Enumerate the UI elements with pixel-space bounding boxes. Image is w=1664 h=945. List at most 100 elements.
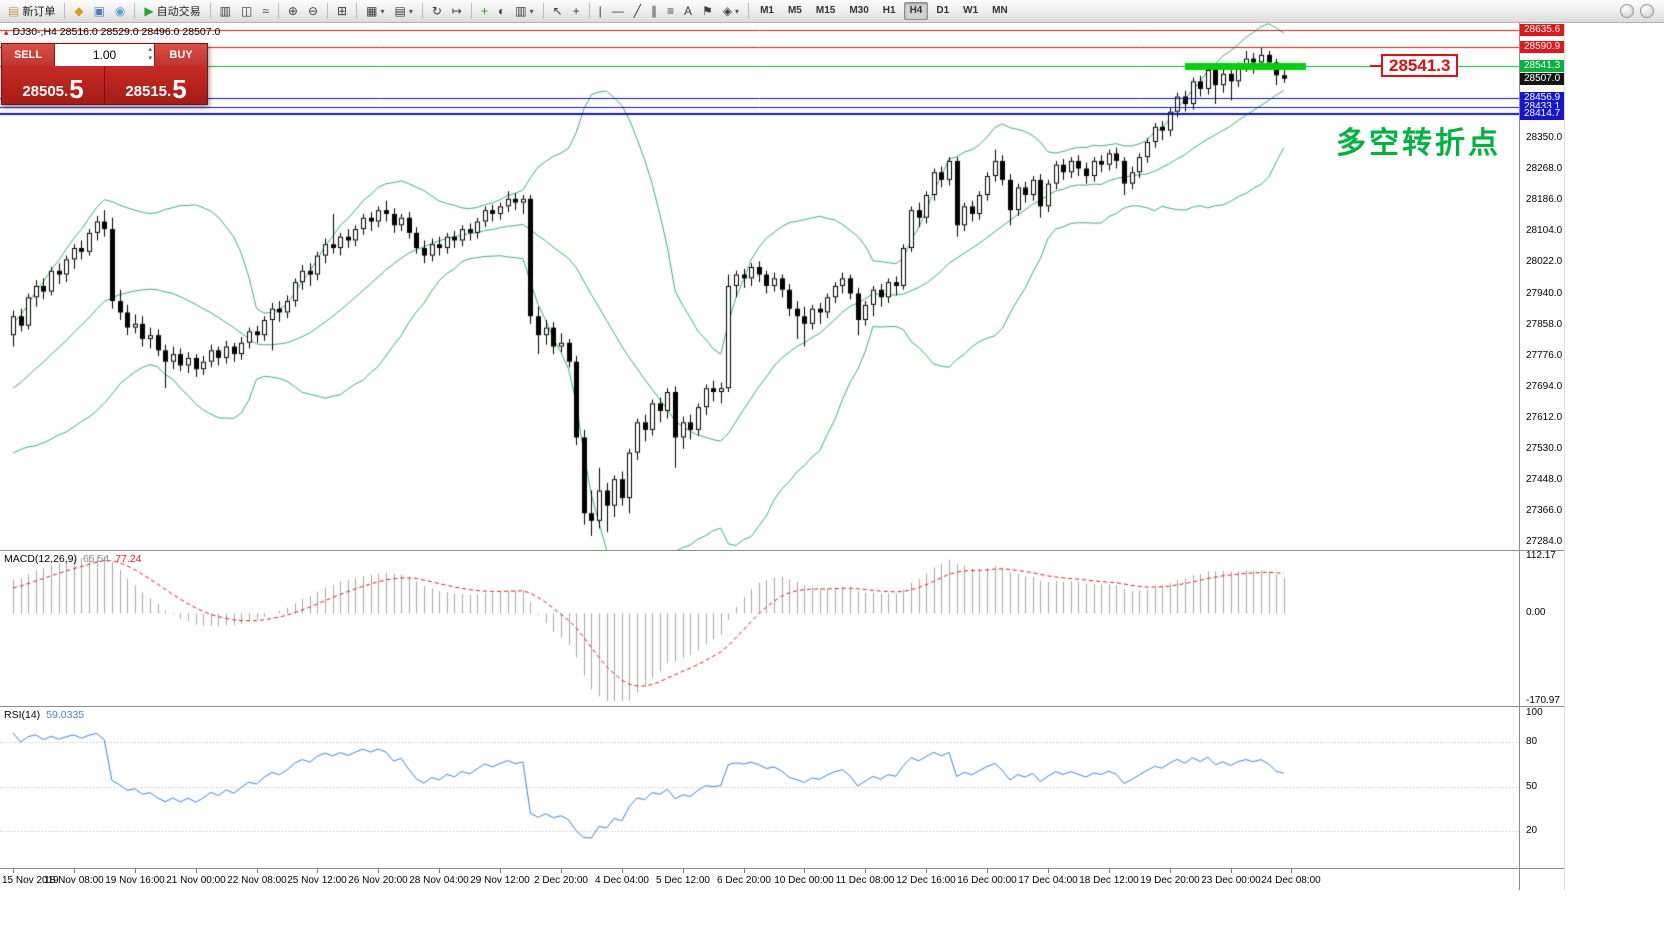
time-axis-label: 17 Dec 04:00 <box>1018 875 1078 886</box>
volume-decrease-icon[interactable]: ▾ <box>148 55 152 62</box>
macd-label: MACD(12,26,9) 65.54 77.24 <box>4 553 148 565</box>
equidistant-channel-button[interactable]: ∥ <box>647 2 661 21</box>
community-icon: ◉ <box>114 4 126 18</box>
chart-profiles-icon: ▤ <box>394 4 406 18</box>
timeframe-m15-button[interactable]: M15 <box>815 5 836 16</box>
timeframe-m5-button[interactable]: M5 <box>787 5 802 16</box>
main-chart-canvas[interactable] <box>0 23 1519 550</box>
horizontal-line-icon: — <box>611 4 624 18</box>
time-axis-label: 11 Dec 08:00 <box>835 875 895 886</box>
indicators-icon: + <box>480 4 488 18</box>
volume-field[interactable]: 1.00 ▴ ▾ <box>54 44 155 66</box>
community-button[interactable]: ◉ <box>111 2 129 21</box>
horizontal-line-button[interactable]: — <box>608 2 628 21</box>
text-label-button[interactable]: ⚑ <box>698 2 717 21</box>
fibonacci-icon: ≡ <box>667 4 675 18</box>
time-axis-label: 23 Dec 00:00 <box>1201 875 1261 886</box>
line-chart-type-button[interactable]: ≈ <box>258 2 273 21</box>
tile-windows-button[interactable]: ⊞ <box>333 2 351 21</box>
timeframe-w1-button[interactable]: W1 <box>963 5 979 16</box>
line-chart-type-icon: ≈ <box>262 4 269 18</box>
shapes-button[interactable]: ◈ ▾ <box>719 2 743 21</box>
timeframe-d1-button[interactable]: D1 <box>936 5 950 16</box>
help-circle-icon[interactable] <box>1640 4 1654 18</box>
trendline-button[interactable]: ╱ <box>630 2 645 21</box>
time-axis-tick <box>622 869 623 873</box>
zoom-out-icon: ⊖ <box>307 4 319 18</box>
toolbar-separator <box>64 3 66 19</box>
new-order-button[interactable]: ▤ 新订单 <box>4 2 59 21</box>
periods-button[interactable]: ◐ <box>494 2 509 21</box>
auto-scroll-button[interactable]: ↻ <box>428 2 446 21</box>
one-click-toggle-icon[interactable]: ▴ <box>4 26 9 37</box>
price-axis-label: 27448.0 <box>1526 473 1563 485</box>
trade-panel-divider <box>104 66 105 104</box>
chart-profiles-button[interactable]: ▤ ▾ <box>390 2 416 21</box>
sell-button[interactable]: SELL <box>2 44 54 66</box>
auto-trading-button[interactable]: ▶ 自动交易 <box>140 2 204 21</box>
rsi-axis-label: 100 <box>1526 707 1543 718</box>
toolbar-separator <box>356 3 358 19</box>
time-axis[interactable]: 15 Nov 2019 18 Nov 08:00 19 Nov 16:00 21 No… <box>0 869 1519 890</box>
cursor-button[interactable]: ↖ <box>549 2 567 21</box>
shapes-dropdown-icon: ▾ <box>735 6 740 16</box>
equidistant-channel-icon: ∥ <box>651 4 658 18</box>
panel-separator[interactable] <box>0 550 1564 551</box>
panel-separator[interactable] <box>0 706 1564 707</box>
macd-canvas[interactable] <box>0 551 1519 706</box>
toolbar-separator <box>588 3 590 19</box>
time-axis-label: 19 Nov 16:00 <box>105 875 165 886</box>
sell-price[interactable]: 28505. 5 <box>2 66 104 104</box>
zoom-in-button[interactable]: ⊕ <box>284 2 302 21</box>
fibonacci-button[interactable]: ≡ <box>663 2 678 21</box>
price-axis[interactable]: 28350.0 28268.0 28186.0 28104.0 28022.0 27940… <box>1520 23 1564 890</box>
rsi-canvas[interactable] <box>0 707 1519 868</box>
chart-shift-button[interactable]: ↦ <box>448 2 466 21</box>
timeframe-m30-button[interactable]: M30 <box>849 5 869 16</box>
price-axis-label: 28268.0 <box>1526 163 1563 175</box>
auto-trading-label: 自动交易 <box>156 6 201 18</box>
time-axis-tick <box>1231 869 1232 873</box>
price-callout-label[interactable]: 28541.3 <box>1369 54 1459 77</box>
crosshair-button[interactable]: + <box>569 2 584 21</box>
time-axis-tick <box>196 869 197 873</box>
zoom-out-button[interactable]: ⊖ <box>304 2 322 21</box>
time-axis-label: 18 Dec 12:00 <box>1079 875 1139 886</box>
time-axis-tick <box>1291 869 1292 873</box>
time-axis-label: 18 Nov 08:00 <box>44 875 104 886</box>
indicators-button[interactable]: + <box>477 2 492 21</box>
time-axis-label: 6 Dec 20:00 <box>717 875 771 886</box>
time-axis-tick <box>926 869 927 873</box>
rsi-label: RSI(14) 59.0335 <box>4 709 90 721</box>
timeframe-h1-button[interactable]: H1 <box>882 5 896 16</box>
price-axis-label: 27612.0 <box>1526 411 1563 423</box>
charts-menu-button[interactable]: ◆ <box>70 2 87 21</box>
time-axis-tick <box>987 869 988 873</box>
chart-shift-icon: ↦ <box>451 4 462 18</box>
time-axis-tick <box>683 869 684 873</box>
vertical-line-icon: | <box>598 4 602 18</box>
community-circle-icon[interactable] <box>1620 4 1634 18</box>
vertical-line-button[interactable]: | <box>595 2 606 21</box>
time-axis-tick <box>135 869 136 873</box>
timeframe-mn-button[interactable]: MN <box>992 5 1008 16</box>
volume-increase-icon[interactable]: ▴ <box>148 46 152 53</box>
text-icon: A <box>684 4 693 18</box>
price-axis-label: 28104.0 <box>1526 225 1563 237</box>
bar-chart-type-button[interactable]: ▥ <box>216 2 235 21</box>
candle-chart-type-button[interactable]: ◫ <box>237 2 256 21</box>
buy-button[interactable]: BUY <box>155 44 207 66</box>
text-button[interactable]: A <box>680 2 696 21</box>
macd-name: MACD(12,26,9) <box>4 553 77 565</box>
buy-price[interactable]: 28515. 5 <box>105 66 207 104</box>
buy-price-big-digit: 5 <box>172 74 187 104</box>
price-axis-label: 27858.0 <box>1526 318 1563 330</box>
timeframe-m1-button[interactable]: M1 <box>760 5 774 16</box>
market-watch-button[interactable]: ▣ <box>90 2 109 21</box>
timeframe-h4-button[interactable]: H4 <box>903 2 929 20</box>
new-chart-button[interactable]: ▦ ▾ <box>362 2 388 21</box>
templates-button[interactable]: ▥ ▾ <box>511 2 537 21</box>
toolbar-separator <box>277 3 279 19</box>
rsi-panel: RSI(14) 59.0335 <box>0 707 1519 868</box>
